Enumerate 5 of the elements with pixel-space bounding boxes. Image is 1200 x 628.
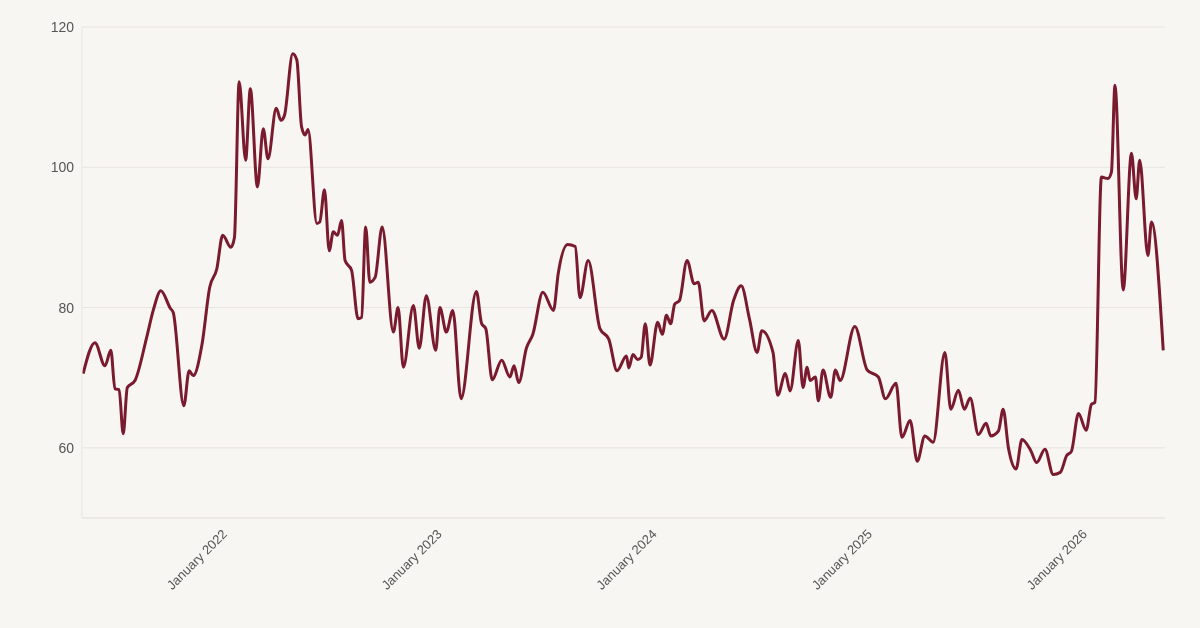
y-tick-label: 80 — [58, 299, 75, 316]
y-tick-label: 60 — [58, 439, 75, 456]
y-tick-label: 100 — [50, 159, 75, 176]
y-tick-label: 120 — [50, 18, 75, 35]
line-series — [82, 52, 1165, 477]
